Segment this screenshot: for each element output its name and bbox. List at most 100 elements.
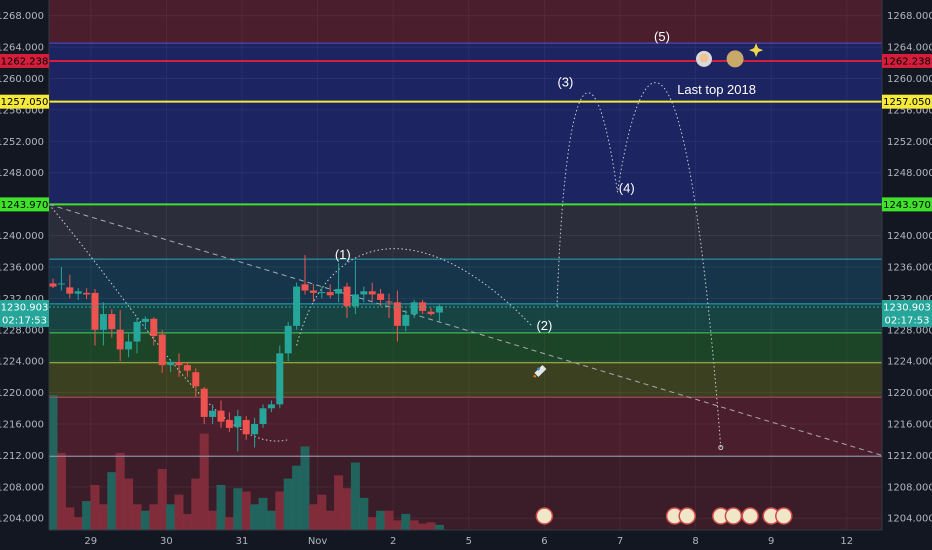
candle: [402, 310, 410, 332]
candle-body: [74, 291, 82, 294]
price-tag-label: 1257.050: [883, 97, 931, 108]
y-tick-label: 1264.000: [887, 43, 932, 54]
y-tick-label: 1220.000: [887, 388, 932, 399]
zone-band: [49, 303, 882, 333]
y-tick-label: 1252.000: [0, 137, 44, 148]
y-tick-label: 1240.000: [887, 231, 932, 242]
candle-body: [410, 302, 418, 315]
price-tag-bg: [882, 53, 932, 68]
candle-body: [351, 294, 359, 307]
candle-body: [293, 286, 301, 326]
economic-event-icon: [775, 507, 793, 525]
candle: [150, 317, 158, 346]
candle: [309, 284, 317, 303]
economic-event-icon: [535, 507, 554, 525]
volume-bar: [392, 520, 402, 530]
candle: [175, 353, 183, 377]
candle-body: [242, 420, 250, 435]
candle: [318, 286, 326, 299]
candle: [158, 329, 166, 373]
candle: [192, 368, 200, 397]
candle-body: [326, 292, 334, 296]
wave-1-label: (1): [335, 247, 351, 262]
zone-band: [49, 0, 882, 44]
volume-bar: [418, 523, 428, 530]
candle: [209, 404, 217, 424]
candle-body: [99, 314, 107, 330]
volume-bar: [334, 475, 344, 530]
volume-bar: [73, 517, 83, 530]
volume-bar: [82, 501, 92, 530]
y-tick-label: 1220.000: [0, 388, 44, 399]
zone-band: [49, 43, 882, 205]
candle: [343, 282, 351, 318]
y-tick-label: 1208.000: [887, 482, 932, 493]
candle: [326, 284, 334, 299]
volume-bar: [275, 491, 285, 530]
candle: [217, 400, 225, 428]
moon-icon: [726, 50, 744, 68]
candle: [360, 286, 368, 303]
astronaut-face: [699, 53, 709, 63]
economic-event-icon: [724, 507, 743, 525]
wave-4-label: (4): [619, 180, 635, 195]
right-axis-panel: [882, 0, 932, 550]
rocket-flame: [532, 374, 537, 378]
volume-bar: [325, 510, 335, 530]
x-tick-label: 8: [692, 536, 698, 547]
candle-body: [57, 283, 65, 285]
candle-body: [284, 325, 292, 354]
volume-bar: [308, 504, 318, 530]
price-tag-label: 1257.050: [1, 97, 49, 108]
volume-bar: [258, 497, 268, 530]
candle-body: [360, 291, 368, 295]
x-tick-label: 29: [84, 536, 97, 547]
candle-body: [49, 283, 57, 287]
current-price-bg: [0, 300, 49, 328]
event-marker: [535, 507, 554, 525]
candle-body: [301, 284, 309, 291]
volume-bar: [124, 478, 134, 530]
candle: [242, 416, 250, 440]
volume-bar: [342, 488, 352, 530]
countdown-timer: 02:17:53: [2, 316, 47, 327]
x-tick-label: 30: [160, 536, 173, 547]
y-tick-label: 1224.000: [0, 357, 44, 368]
volume-bar: [174, 494, 184, 530]
y-tick-label: 1216.000: [0, 420, 44, 431]
candle: [167, 359, 175, 373]
price-tag-bg: [0, 53, 49, 68]
y-tick-label: 1260.000: [0, 74, 44, 85]
economic-event-icon: [741, 507, 759, 525]
candle-body: [133, 321, 141, 342]
projection-path: [296, 248, 533, 346]
price-tag-label: 1243.970: [883, 200, 931, 211]
current-price-value: 1230.903: [883, 303, 931, 314]
candle: [351, 260, 359, 315]
y-tick-label: 1232.000: [887, 294, 932, 305]
countdown-timer: 02:17:53: [885, 316, 930, 327]
candle-body: [209, 410, 217, 417]
volume-bar: [65, 507, 75, 530]
volume-bar: [132, 504, 142, 530]
volume-bar: [182, 513, 192, 530]
candle: [74, 288, 82, 300]
y-tick-label: 1232.000: [0, 294, 44, 305]
candle-body: [259, 408, 267, 424]
left-axis-panel: [0, 0, 49, 550]
volume-bar: [367, 517, 377, 530]
x-tick-label: Nov: [308, 536, 328, 547]
event-marker: [775, 507, 793, 525]
candle: [125, 333, 133, 358]
candle-body: [116, 329, 124, 350]
candle: [83, 288, 91, 300]
volume-bar: [224, 517, 234, 530]
candle: [267, 400, 275, 413]
candle: [259, 404, 267, 428]
price-tag: 1243.970: [0, 197, 49, 212]
candle-body: [125, 341, 133, 350]
volume-bar: [157, 468, 167, 530]
candle-body: [167, 361, 175, 366]
volume-bar: [359, 497, 369, 530]
